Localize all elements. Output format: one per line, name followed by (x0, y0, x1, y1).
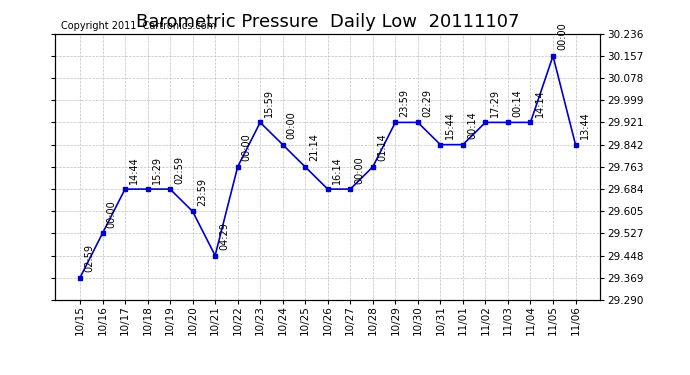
Text: 15:59: 15:59 (264, 89, 275, 117)
Text: 00:14: 00:14 (512, 89, 522, 117)
Text: 02:59: 02:59 (84, 244, 94, 272)
Text: 00:00: 00:00 (355, 156, 364, 183)
Text: 00:00: 00:00 (287, 111, 297, 139)
Text: 04:29: 04:29 (219, 222, 229, 250)
Text: 23:59: 23:59 (400, 89, 409, 117)
Title: Barometric Pressure  Daily Low  20111107: Barometric Pressure Daily Low 20111107 (136, 13, 520, 31)
Text: 23:59: 23:59 (197, 178, 207, 206)
Text: 17:29: 17:29 (490, 89, 500, 117)
Text: 15:29: 15:29 (152, 156, 161, 183)
Text: 16:14: 16:14 (332, 156, 342, 183)
Text: 21:14: 21:14 (309, 134, 319, 161)
Text: 00:00: 00:00 (107, 200, 117, 228)
Text: 15:44: 15:44 (444, 111, 455, 139)
Text: 01:14: 01:14 (377, 134, 387, 161)
Text: Copyright 2011  Cartronics.com: Copyright 2011 Cartronics.com (61, 21, 216, 31)
Text: 00:14: 00:14 (467, 111, 477, 139)
Text: 02:59: 02:59 (175, 156, 184, 183)
Text: 02:29: 02:29 (422, 89, 432, 117)
Text: 14:14: 14:14 (535, 89, 544, 117)
Text: 13:44: 13:44 (580, 111, 590, 139)
Text: 00:00: 00:00 (557, 22, 567, 50)
Text: 14:44: 14:44 (129, 156, 139, 183)
Text: 00:00: 00:00 (241, 134, 252, 161)
